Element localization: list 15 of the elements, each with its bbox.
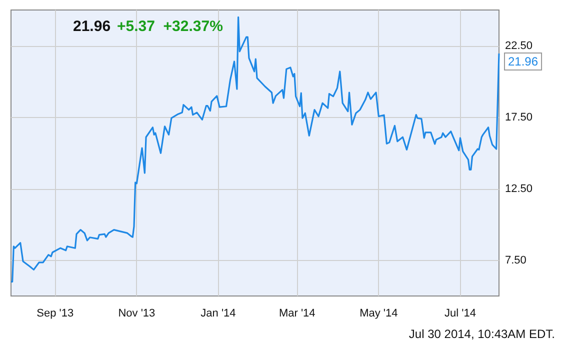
x-tick-label: Nov '13 <box>118 308 156 320</box>
line-series <box>10 16 500 283</box>
x-tick-label: Mar '14 <box>278 308 316 320</box>
y-tick-label: 12.50 <box>505 182 533 195</box>
text: +5.37 +32.37% <box>117 18 223 35</box>
x-tick-label: Jan '14 <box>200 308 236 320</box>
x-tick-label: May '14 <box>360 308 398 320</box>
text: 21.96 <box>73 18 111 35</box>
y-tick-label: 7.50 <box>505 254 526 266</box>
annotation: 21.96 <box>508 54 538 68</box>
y-tick-label: 17.50 <box>505 111 533 124</box>
x-tick-label: Jul '14 <box>444 308 476 320</box>
x-tick-label: Sep '13 <box>36 308 74 320</box>
y-tick-label: 22.50 <box>505 40 533 52</box>
text: Jul 30 2014, 10:43AM EDT. <box>408 327 556 341</box>
